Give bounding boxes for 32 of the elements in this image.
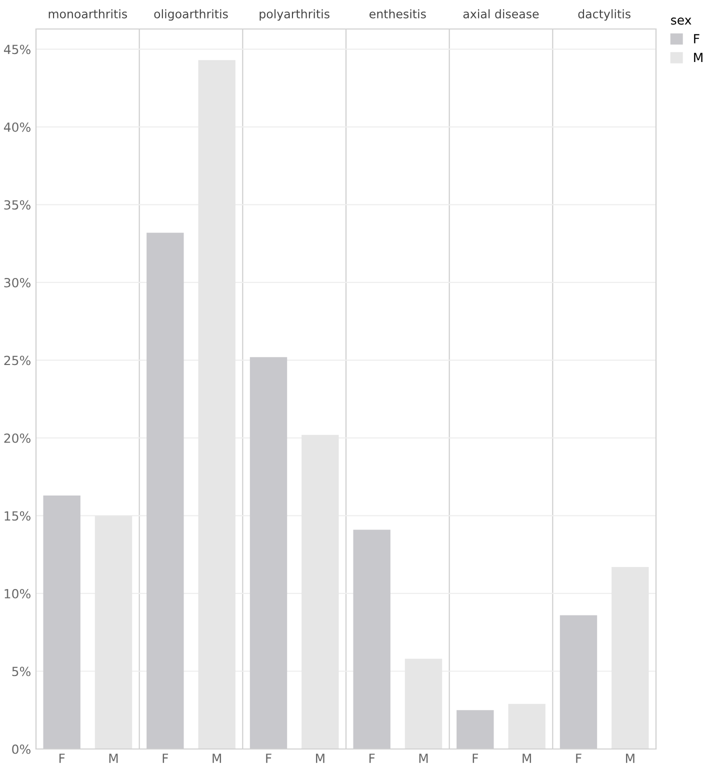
- y-tick-label: 20%: [4, 433, 30, 443]
- text: M: [419, 754, 428, 763]
- text: M: [522, 754, 532, 763]
- text: F: [59, 754, 65, 763]
- x-tick-label: oligoarthritis: [154, 9, 228, 21]
- y-tick-label: 10%: [4, 588, 30, 598]
- text: M: [316, 754, 324, 763]
- y-tick-label: 15%: [4, 511, 30, 521]
- bar: [508, 704, 546, 749]
- text: F: [162, 754, 168, 763]
- y-tick-label: 35%: [4, 200, 30, 210]
- text: F: [472, 754, 478, 763]
- legend-label: F: [694, 34, 700, 44]
- y-tick-label: 45%: [4, 44, 30, 54]
- x-tick-label: dactylitis: [578, 9, 630, 21]
- x-tick-label: enthesitis: [370, 9, 426, 18]
- x-tick-label: monoarthritis: [48, 9, 127, 18]
- text: M: [212, 754, 222, 763]
- legend-title: sex: [671, 18, 692, 25]
- y-tick-label: 25%: [4, 356, 30, 366]
- text: F: [369, 754, 375, 763]
- y-tick-label: 30%: [4, 278, 30, 288]
- legend-label: M: [694, 52, 702, 62]
- y-tick-label: 0%: [12, 744, 30, 754]
- text: F: [266, 754, 272, 763]
- y-tick-label: 5%: [12, 666, 30, 676]
- x-tick-label: axial disease: [463, 9, 539, 18]
- y-tick-label: 40%: [4, 122, 30, 132]
- x-tick-label: polyarthritis: [260, 9, 330, 21]
- text: M: [626, 754, 634, 763]
- text: F: [576, 754, 582, 763]
- text: M: [109, 754, 118, 763]
